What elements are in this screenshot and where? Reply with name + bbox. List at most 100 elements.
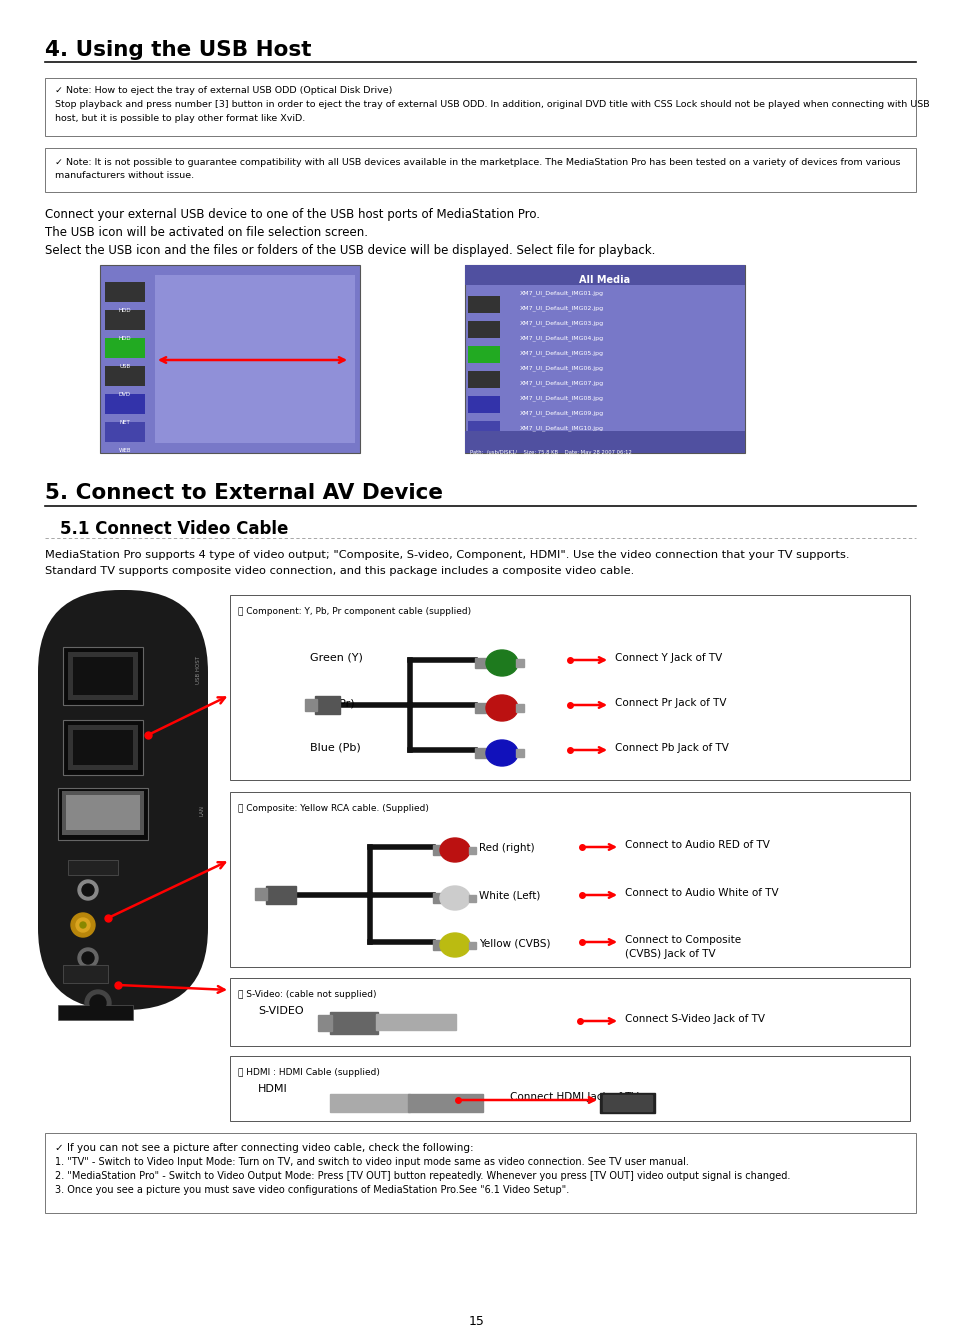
Bar: [468, 420, 499, 438]
Bar: [475, 657, 493, 668]
Bar: [105, 394, 145, 414]
Bar: [105, 311, 145, 329]
Bar: [45, 149, 915, 191]
Bar: [468, 321, 499, 337]
Text: XM7_UI_Default_IMG02.jpg: XM7_UI_Default_IMG02.jpg: [519, 305, 603, 311]
Bar: [468, 396, 499, 412]
Text: HDMI: HDMI: [257, 1085, 288, 1094]
Text: ✓ If you can not see a picture after connecting video cable, check the following: ✓ If you can not see a picture after con…: [55, 1144, 473, 1153]
Circle shape: [78, 948, 98, 968]
Bar: [469, 894, 476, 902]
Bar: [105, 366, 145, 386]
Bar: [433, 940, 447, 949]
Text: Connect S-Video Jack of TV: Connect S-Video Jack of TV: [624, 1014, 764, 1024]
Text: XM7_UI_Default_IMG03.jpg: XM7_UI_Default_IMG03.jpg: [519, 320, 603, 325]
Bar: [105, 283, 145, 303]
Bar: [63, 647, 143, 706]
Text: Connect your external USB device to one of the USB host ports of MediaStation Pr: Connect your external USB device to one …: [45, 208, 539, 221]
Bar: [63, 720, 143, 775]
Text: S-VIDEO: S-VIDEO: [257, 1006, 303, 1016]
Bar: [433, 893, 447, 902]
Ellipse shape: [485, 695, 517, 720]
Bar: [45, 78, 915, 137]
Text: MediaStation Pro supports 4 type of video output; "Composite, S-video, Component: MediaStation Pro supports 4 type of vide…: [45, 550, 848, 560]
Text: ✓ Note: It is not possible to guarantee compatibility with all USB devices avail: ✓ Note: It is not possible to guarantee …: [55, 158, 900, 167]
Bar: [68, 724, 138, 770]
Text: Connect Y Jack of TV: Connect Y Jack of TV: [615, 653, 721, 663]
Bar: [464, 265, 744, 285]
Text: ⓘ S-Video: (cable not supplied): ⓘ S-Video: (cable not supplied): [237, 990, 376, 999]
Ellipse shape: [485, 740, 517, 766]
Bar: [73, 657, 132, 695]
Text: 2. "MediaStation Pro" - Switch to Video Output Mode: Press [TV OUT] button repea: 2. "MediaStation Pro" - Switch to Video …: [55, 1172, 789, 1181]
Text: XM7_UI_Default_IMG10.jpg: XM7_UI_Default_IMG10.jpg: [519, 424, 603, 431]
Ellipse shape: [439, 933, 470, 957]
Bar: [330, 1012, 377, 1034]
Circle shape: [71, 913, 95, 937]
Ellipse shape: [439, 886, 470, 911]
Bar: [45, 1133, 915, 1213]
Text: ⓘ Composite: Yellow RCA cable. (Supplied): ⓘ Composite: Yellow RCA cable. (Supplied…: [237, 803, 429, 813]
Bar: [63, 965, 108, 983]
Bar: [100, 265, 359, 453]
Text: Standard TV supports composite video connection, and this package includes a com: Standard TV supports composite video con…: [45, 566, 634, 576]
Circle shape: [85, 990, 111, 1016]
Text: XM7_UI_Default_IMG06.jpg: XM7_UI_Default_IMG06.jpg: [519, 366, 603, 371]
Text: Connect HDMI Jack of TV: Connect HDMI Jack of TV: [510, 1093, 638, 1102]
Text: Blue (Pb): Blue (Pb): [310, 743, 360, 753]
Text: Connect to Composite: Connect to Composite: [624, 935, 740, 945]
Text: Select the USB icon and the files or folders of the USB device will be displayed: Select the USB icon and the files or fol…: [45, 244, 655, 257]
Text: DVD: DVD: [119, 391, 131, 396]
Text: Connect to Audio RED of TV: Connect to Audio RED of TV: [624, 840, 769, 850]
Text: All Media: All Media: [578, 274, 630, 285]
Text: Connect Pb Jack of TV: Connect Pb Jack of TV: [615, 743, 728, 753]
Bar: [266, 886, 295, 904]
Ellipse shape: [439, 838, 470, 862]
Text: ✓ Note: How to eject the tray of external USB ODD (Optical Disk Drive): ✓ Note: How to eject the tray of externa…: [55, 86, 392, 95]
Bar: [602, 1095, 651, 1111]
Bar: [433, 845, 447, 856]
Circle shape: [90, 995, 106, 1011]
Text: Red (right): Red (right): [478, 844, 534, 853]
Bar: [58, 1006, 132, 1020]
Bar: [68, 860, 118, 874]
Bar: [464, 265, 744, 453]
Bar: [230, 1056, 909, 1121]
Text: 5.1 Connect Video Cable: 5.1 Connect Video Cable: [60, 520, 288, 538]
Bar: [73, 730, 132, 765]
Ellipse shape: [485, 649, 517, 676]
Text: Stop playback and press number [3] button in order to eject the tray of external: Stop playback and press number [3] butto…: [55, 100, 928, 108]
Bar: [468, 371, 499, 388]
Bar: [66, 795, 140, 830]
Bar: [375, 1014, 456, 1030]
Bar: [105, 422, 145, 442]
Text: host, but it is possible to play other format like XviD.: host, but it is possible to play other f…: [55, 114, 305, 123]
Text: HDD: HDD: [118, 308, 132, 312]
Bar: [230, 977, 909, 1046]
Text: Red (Pr): Red (Pr): [310, 698, 355, 708]
Text: White (Left): White (Left): [478, 890, 539, 901]
Bar: [330, 1094, 410, 1111]
Text: Connect to Audio White of TV: Connect to Audio White of TV: [624, 888, 778, 898]
Circle shape: [78, 880, 98, 900]
Text: XM7_UI_Default_IMG08.jpg: XM7_UI_Default_IMG08.jpg: [519, 395, 603, 400]
Bar: [154, 274, 355, 443]
Text: Green (Y): Green (Y): [310, 653, 362, 663]
Text: 4. Using the USB Host: 4. Using the USB Host: [45, 40, 312, 60]
Bar: [254, 888, 267, 900]
Bar: [516, 659, 523, 667]
Text: Connect Pr Jack of TV: Connect Pr Jack of TV: [615, 698, 726, 708]
Circle shape: [82, 884, 94, 896]
Text: NET: NET: [119, 419, 131, 424]
Text: 3. Once you see a picture you must save video configurations of MediaStation Pro: 3. Once you see a picture you must save …: [55, 1185, 569, 1194]
Text: HDD: HDD: [118, 336, 132, 340]
Text: USB HOST: USB HOST: [195, 656, 201, 684]
Bar: [105, 337, 145, 358]
Text: XM7_UI_Default_IMG05.jpg: XM7_UI_Default_IMG05.jpg: [519, 349, 603, 356]
Bar: [469, 943, 476, 949]
Text: XM7_UI_Default_IMG07.jpg: XM7_UI_Default_IMG07.jpg: [519, 380, 603, 386]
Text: WEB: WEB: [118, 447, 132, 453]
Bar: [516, 704, 523, 712]
Text: (CVBS) Jack of TV: (CVBS) Jack of TV: [624, 949, 715, 959]
Bar: [317, 1015, 332, 1031]
